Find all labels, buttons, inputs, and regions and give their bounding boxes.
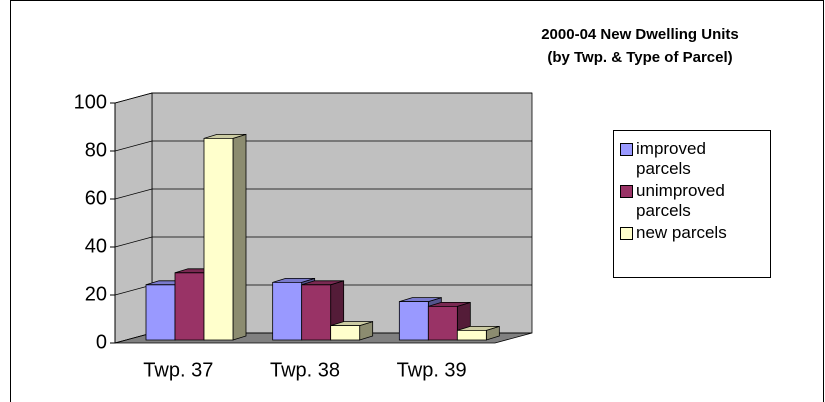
legend-swatch — [620, 185, 633, 198]
chart-subtitle: (by Twp. & Type of Parcel) — [547, 49, 732, 66]
bar-face — [301, 284, 332, 341]
bar — [330, 321, 374, 341]
chart-title: 2000-04 New Dwelling Units — [541, 26, 739, 43]
legend-entry: unimproved parcels — [620, 181, 764, 221]
legend-label: unimproved parcels — [636, 181, 725, 220]
bar-face — [330, 325, 361, 341]
legend-label: new parcels — [636, 223, 727, 242]
bar-face — [145, 284, 176, 341]
y-tick-label: 60 — [85, 187, 107, 209]
bar-face — [398, 301, 429, 341]
x-tick-label: Twp. 39 — [397, 359, 467, 381]
y-tick-label: 40 — [85, 235, 107, 257]
legend: improved parcels unimproved parcels new pa… — [613, 130, 771, 278]
y-tick-label: 0 — [96, 331, 107, 353]
legend-entry: new parcels — [620, 223, 764, 243]
bar-face — [232, 133, 247, 341]
bar — [456, 325, 500, 341]
bar-face — [272, 281, 303, 341]
x-tick-label: Twp. 38 — [270, 359, 340, 381]
y-tick-label: 80 — [85, 139, 107, 161]
bar-face — [456, 329, 487, 341]
grid-line — [114, 188, 532, 200]
bar-face — [427, 305, 458, 341]
frame — [10, 0, 824, 402]
y-tick-label: 20 — [85, 283, 107, 305]
grid-line — [114, 92, 532, 104]
grid-line — [114, 140, 532, 152]
legend-entry: improved parcels — [620, 139, 764, 179]
legend-swatch — [620, 227, 633, 240]
legend-label: improved parcels — [636, 139, 706, 178]
grid-line — [114, 236, 532, 248]
y-tick-label: 100 — [74, 91, 107, 113]
bar-face — [174, 272, 205, 341]
bar-face — [203, 137, 234, 341]
legend-swatch — [620, 143, 633, 156]
bar — [203, 133, 247, 341]
x-tick-label: Twp. 37 — [143, 359, 213, 381]
